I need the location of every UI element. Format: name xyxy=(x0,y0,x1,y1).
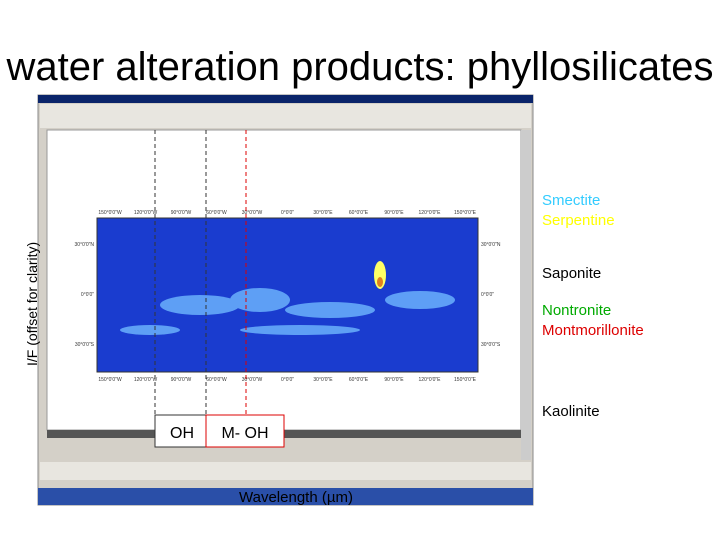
mineral-label: Kaolinite xyxy=(542,403,600,420)
map-features xyxy=(120,288,455,335)
map-bottom-label: 30°0'0"E xyxy=(313,377,333,383)
map-top-label: 90°0'0"E xyxy=(384,210,404,216)
map-top-label: 150°0'0"E xyxy=(454,210,477,216)
mineral-label: Smectite xyxy=(542,192,600,209)
map-top-label: 90°0'0"W xyxy=(171,210,192,216)
band-label: OH xyxy=(170,425,194,442)
map-bottom-label: 150°0'0"E xyxy=(454,377,477,383)
map-bottom-label: 120°0'0"W xyxy=(134,377,158,383)
map-bottom-label: 0°0'0" xyxy=(281,377,294,383)
taskbar xyxy=(38,488,533,505)
map-top-label: 150°0'0"W xyxy=(98,210,122,216)
map-hotspot-core xyxy=(377,277,383,287)
map-top-label: 30°0'0"E xyxy=(313,210,333,216)
map-labels: 150°0'0"W 150°0'0"W 120°0'0"W 120°0'0"W 90°0… xyxy=(75,210,501,383)
map-top-label: 30°0'0"W xyxy=(242,210,263,216)
m-oh-box xyxy=(205,414,285,448)
map-top-label: 120°0'0"E xyxy=(419,210,442,216)
band-label: M- OH xyxy=(221,425,268,442)
map-top-label: 0°0'0" xyxy=(281,210,294,216)
toolbar xyxy=(40,104,531,128)
mineral-label: Montmorillonite xyxy=(542,322,644,339)
map-side-label: 30°0'0"S xyxy=(481,342,501,348)
title-bar xyxy=(38,95,533,103)
map-side-label: 30°0'0"N xyxy=(481,242,501,248)
x-axis-label: Wavelength (µm) xyxy=(239,489,353,506)
mineral-legend: Smectite Serpentine Saponite Nontronite Mont… xyxy=(542,192,644,420)
mineral-label: Nontronite xyxy=(542,302,611,319)
slide-title: water alteration products: phyllosilicat… xyxy=(5,45,713,89)
map-top-label: 120°0'0"W xyxy=(134,210,158,216)
map-bottom-label: 60°0'0"W xyxy=(206,377,227,383)
map-side-label: 30°0'0"S xyxy=(75,342,95,348)
map-top-label: 60°0'0"W xyxy=(206,210,227,216)
scrollbar xyxy=(521,130,531,460)
map-bottom-label: 60°0'0"E xyxy=(349,377,369,383)
map-bottom-label: 150°0'0"W xyxy=(98,377,122,383)
oh-box xyxy=(154,414,207,448)
map-bottom-label: 90°0'0"E xyxy=(384,377,404,383)
map-bottom-label: 120°0'0"E xyxy=(419,377,442,383)
mineral-label: Saponite xyxy=(542,265,601,282)
map-side-label: 0°0'0" xyxy=(81,292,94,298)
map-top-label: 60°0'0"E xyxy=(349,210,369,216)
map-side-label: 30°0'0"N xyxy=(75,242,95,248)
map-side-label: 0°0'0" xyxy=(481,292,494,298)
mineral-label: Serpentine xyxy=(542,212,615,229)
drawing-toolbar xyxy=(40,462,531,480)
map-bottom-label: 90°0'0"W xyxy=(171,377,192,383)
map-bottom-label: 30°0'0"W xyxy=(242,377,263,383)
y-axis-label: I/F (offset for clarity) xyxy=(24,242,40,366)
